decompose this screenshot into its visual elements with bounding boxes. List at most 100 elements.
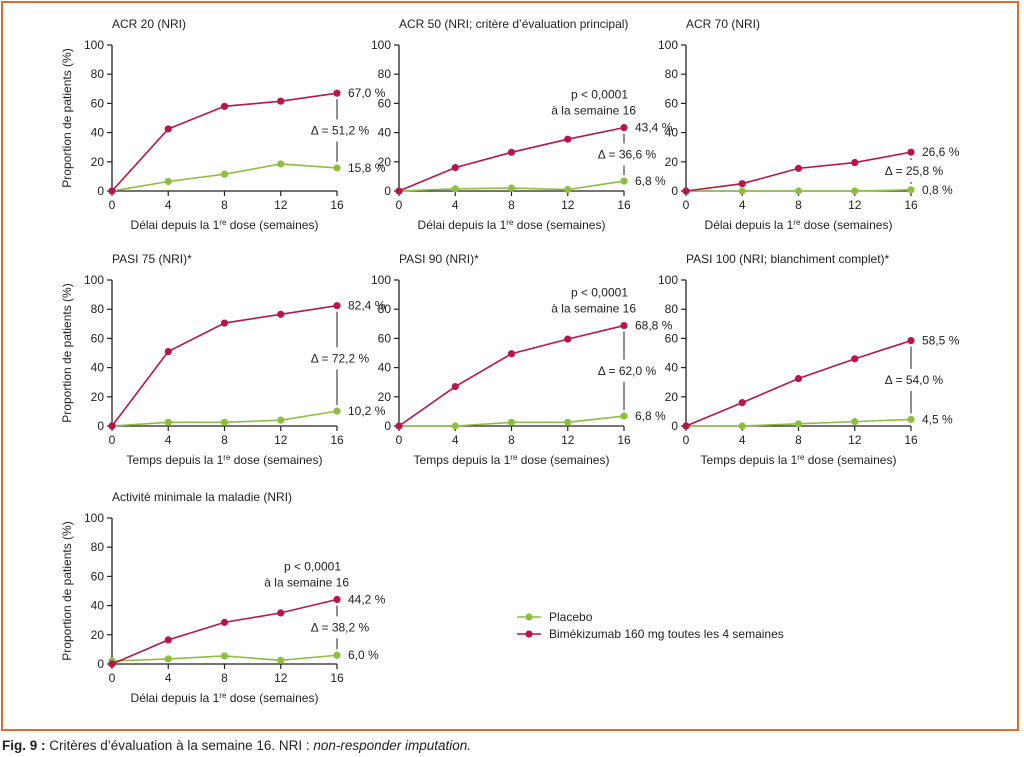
x-tick-label: 16 [617, 433, 631, 447]
data-point-placebo [333, 651, 341, 659]
legend-label: Placebo [549, 610, 593, 624]
delta-label: Δ = 51,2 % [311, 124, 370, 138]
data-point-bimekizumab [277, 609, 285, 617]
x-tick-label: 4 [165, 671, 172, 685]
x-axis-label-part: Délai depuis la 1 [705, 218, 794, 232]
x-tick-label: 0 [396, 198, 403, 212]
data-point-bimekizumab [620, 124, 628, 132]
data-point-bimekizumab [108, 187, 116, 195]
y-tick-label: 40 [91, 599, 105, 613]
y-tick-label: 40 [378, 361, 392, 375]
data-point-placebo [164, 177, 172, 186]
x-axis-label-sup: re [510, 453, 518, 462]
x-axis-label-part: Délai depuis la 1 [131, 691, 220, 705]
data-point-bimekizumab [164, 125, 172, 133]
data-point-placebo [620, 412, 628, 420]
data-point-bimekizumab [507, 350, 516, 358]
p-value-label: p < 0,0001 [571, 286, 628, 300]
chart-title: Activité minimale la maladie (NRI) [112, 490, 292, 504]
data-point-placebo [220, 418, 229, 426]
x-tick-label: 16 [617, 198, 631, 212]
y-tick-label: 40 [91, 361, 105, 375]
y-tick-label: 40 [91, 126, 105, 140]
x-axis-label: Délai depuis la 1re dose (semaines) [131, 691, 319, 705]
x-tick-label: 0 [683, 433, 690, 447]
x-tick-label: 12 [848, 198, 862, 212]
y-tick-label: 60 [91, 569, 105, 583]
data-point-placebo [907, 186, 915, 194]
x-axis-label-part: dose (semaines) [513, 218, 605, 232]
delta-label: Δ = 38,2 % [311, 620, 370, 634]
endpoint-label-bimekizumab: 82,4 % [348, 299, 386, 313]
endpoint-label-placebo: 6,8 % [635, 174, 666, 188]
data-point-bimekizumab [794, 164, 803, 172]
x-axis-label: Délai depuis la 1re dose (semaines) [131, 218, 319, 232]
data-point-bimekizumab [333, 302, 341, 310]
data-point-placebo [620, 177, 628, 185]
data-point-placebo [333, 164, 341, 172]
x-axis-label-part: Délai depuis la 1 [418, 218, 507, 232]
y-tick-label: 100 [658, 38, 678, 52]
data-point-bimekizumab [738, 180, 746, 188]
x-axis-label-part: dose (semaines) [517, 453, 609, 467]
delta-label: Δ = 36,6 % [598, 147, 657, 161]
y-axis-label: Proportion de patients (%) [60, 283, 74, 422]
endpoint-label-bimekizumab: 67,0 % [348, 86, 386, 100]
chart-panel-2: ACR 50 (NRI; critère d’évaluation princi… [371, 17, 673, 232]
x-axis-label-sup: re [797, 453, 805, 462]
y-tick-label: 60 [378, 331, 392, 345]
x-axis-label-part: Temps depuis la 1 [127, 453, 224, 467]
y-tick-label: 100 [371, 273, 391, 287]
legend-swatch-marker [525, 630, 533, 638]
figure-caption: Fig. 9 : Critères d’évaluation à la sema… [2, 738, 471, 753]
y-tick-label: 0 [671, 419, 678, 433]
data-point-bimekizumab [907, 148, 915, 156]
y-tick-label: 80 [378, 302, 392, 316]
x-tick-label: 16 [330, 198, 344, 212]
y-tick-label: 20 [91, 628, 105, 642]
delta-label: Δ = 54,0 % [885, 373, 944, 387]
data-point-bimekizumab [395, 187, 403, 195]
y-tick-label: 0 [97, 419, 104, 433]
data-point-bimekizumab [907, 336, 915, 345]
y-tick-label: 40 [665, 126, 679, 140]
x-tick-label: 4 [165, 198, 172, 212]
x-axis-label-part: Temps depuis la 1 [701, 453, 798, 467]
endpoint-label-placebo: 10,2 % [348, 404, 386, 418]
x-tick-label: 16 [904, 198, 918, 212]
endpoint-label-placebo: 6,0 % [348, 648, 379, 662]
chart-panel-3: ACR 70 (NRI) 0 20 40 60 80 100 0 4 8 12 16 Délai dep… [658, 17, 960, 232]
x-axis-label-part: dose (semaines) [230, 453, 322, 467]
x-tick-label: 0 [109, 671, 116, 685]
x-axis-label-sup: re [506, 218, 514, 227]
x-axis-label-sup: re [219, 218, 227, 227]
p-value-label: p < 0,0001 [284, 559, 341, 573]
x-axis-label: Temps depuis la 1re dose (semaines) [127, 453, 323, 467]
x-tick-label: 4 [739, 433, 746, 447]
y-tick-label: 80 [665, 67, 679, 81]
x-axis-label-part: Délai depuis la 1 [131, 218, 220, 232]
data-point-bimekizumab [451, 382, 459, 391]
x-tick-label: 12 [274, 433, 288, 447]
data-point-placebo [738, 187, 746, 195]
data-point-placebo [333, 407, 341, 415]
y-tick-label: 100 [84, 511, 104, 525]
x-axis-label: Temps depuis la 1re dose (semaines) [414, 453, 610, 467]
endpoint-label-bimekizumab: 43,4 % [635, 121, 673, 135]
y-tick-label: 80 [91, 540, 105, 554]
x-axis-label-part: dose (semaines) [226, 218, 318, 232]
chart-panel-7: Activité minimale la maladie (NRI) 0 20 40 6… [60, 490, 386, 705]
data-point-placebo [564, 418, 572, 426]
data-point-bimekizumab [682, 187, 690, 195]
data-point-bimekizumab [108, 660, 116, 668]
x-tick-label: 12 [274, 198, 288, 212]
chart-title: PASI 90 (NRI)* [399, 252, 479, 266]
x-axis-label-part: dose (semaines) [226, 691, 318, 705]
x-tick-label: 12 [848, 433, 862, 447]
data-point-bimekizumab [794, 374, 803, 383]
endpoint-label-bimekizumab: 68,8 % [635, 319, 673, 333]
x-axis-label-sup: re [793, 218, 801, 227]
chart-title: ACR 70 (NRI) [686, 17, 760, 31]
y-tick-label: 20 [665, 390, 679, 404]
